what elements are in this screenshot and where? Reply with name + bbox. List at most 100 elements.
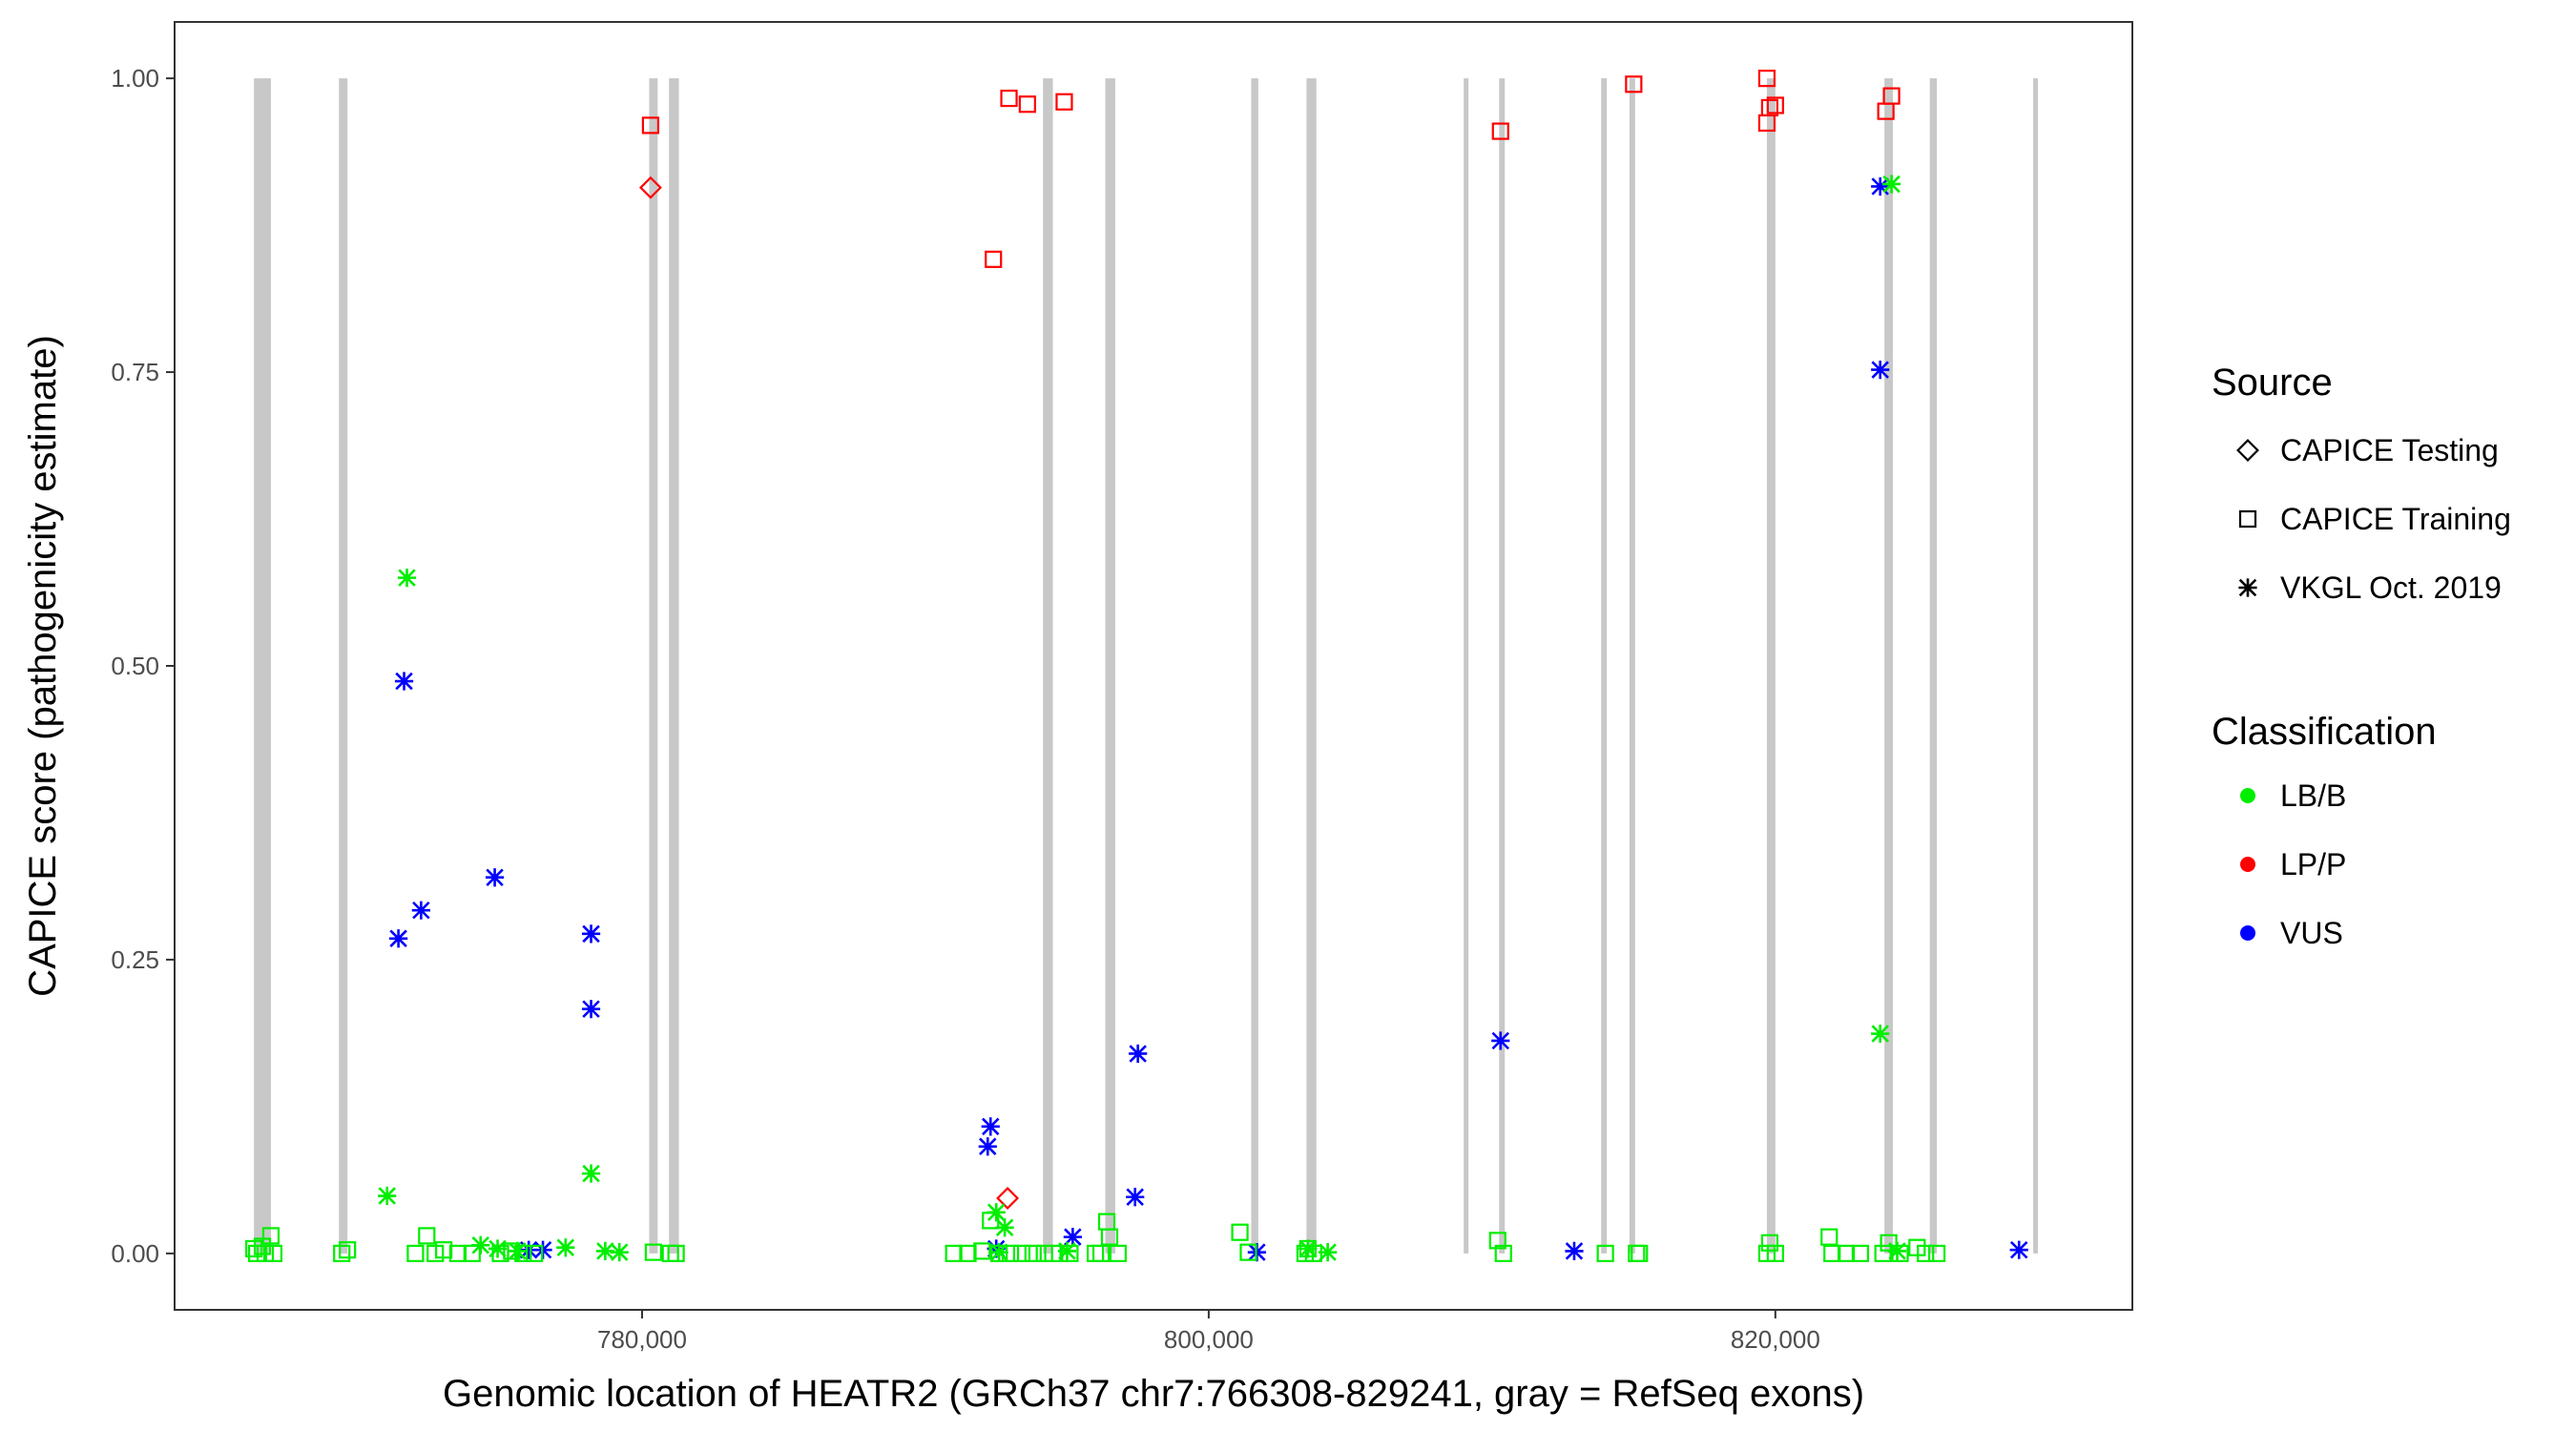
data-point-asterisk <box>981 1117 1000 1136</box>
data-point-square <box>973 1242 991 1260</box>
data-point-asterisk <box>488 1239 508 1258</box>
data-point-square <box>1757 70 1776 88</box>
data-point-square <box>1766 96 1784 114</box>
data-point-square <box>1760 1234 1778 1252</box>
data-point-square <box>463 1244 481 1262</box>
data-point-square <box>1298 1239 1317 1258</box>
data-point-asterisk <box>397 569 417 588</box>
data-point-square <box>1882 87 1901 105</box>
exon-band <box>1105 78 1115 1254</box>
data-point-square <box>1000 89 1018 108</box>
legend-source-label: VKGL Oct. 2019 <box>2280 570 2502 605</box>
y-tick-label: 0.00 <box>111 1239 159 1268</box>
data-point-square <box>418 1227 436 1245</box>
data-points <box>245 70 2028 1262</box>
exon-band <box>254 78 271 1254</box>
data-point-square <box>1874 1244 1892 1262</box>
legend-key-asterisk <box>2238 578 2257 597</box>
data-point-asterisk <box>519 1240 538 1259</box>
data-point-square <box>1491 122 1509 140</box>
data-point-square <box>245 1239 263 1258</box>
data-point-asterisk <box>556 1238 575 1257</box>
data-point-square <box>1018 95 1036 114</box>
data-point-asterisk <box>411 901 430 920</box>
x-axis: 780,000 800,000 820,000 <box>597 1310 1820 1354</box>
exon-band <box>339 78 348 1254</box>
data-point-square <box>1091 1244 1111 1262</box>
exon-band <box>1251 78 1258 1254</box>
data-point-asterisk <box>1063 1228 1082 1247</box>
data-point-asterisk <box>581 924 601 944</box>
legend-key-dot <box>2240 857 2255 872</box>
data-point-square <box>514 1244 532 1262</box>
data-point-asterisk <box>595 1241 614 1261</box>
data-point-asterisk <box>2009 1240 2028 1259</box>
data-point-asterisk <box>1126 1188 1145 1207</box>
data-point-square <box>1927 1244 1946 1262</box>
y-axis: 0.00 0.25 0.50 0.75 1.00 <box>111 64 175 1268</box>
data-point-asterisk <box>1298 1239 1318 1258</box>
legend-classification-label: LP/P <box>2280 847 2346 881</box>
data-point-asterisk <box>1871 176 1890 197</box>
exon-band <box>1499 78 1506 1254</box>
data-point-asterisk <box>394 672 414 691</box>
data-point-square <box>982 1212 1000 1230</box>
x-tick-label: 780,000 <box>597 1325 687 1354</box>
data-point-square <box>1001 1244 1020 1262</box>
legend-source-label: CAPICE Training <box>2280 502 2511 536</box>
data-point-square <box>526 1244 544 1262</box>
data-point-square <box>1820 1228 1839 1246</box>
data-point-asterisk <box>581 1000 601 1019</box>
data-point-square <box>644 1243 662 1261</box>
data-point-square <box>406 1244 425 1262</box>
data-point-asterisk <box>485 868 505 887</box>
exon-band <box>1766 78 1776 1254</box>
data-point-square <box>1024 1244 1042 1262</box>
data-point-asterisk <box>995 1218 1014 1237</box>
y-tick-label: 0.25 <box>111 945 159 974</box>
data-point-diamond <box>996 1187 1020 1210</box>
data-point-square <box>1100 1228 1119 1246</box>
legend-key-dot <box>2240 925 2255 941</box>
exon-band <box>1601 78 1608 1254</box>
data-point-square <box>1766 1244 1784 1262</box>
data-point-asterisk <box>1057 1241 1077 1261</box>
legend-key-dot <box>2240 788 2255 803</box>
exon-bands <box>254 78 2039 1254</box>
data-point-square <box>1044 1244 1062 1262</box>
data-point-square <box>261 1227 280 1245</box>
data-point-square <box>1631 1244 1649 1262</box>
data-point-asterisk <box>989 1243 1008 1262</box>
data-point-asterisk <box>610 1243 629 1262</box>
data-point-square <box>1851 1244 1870 1262</box>
data-point-square <box>1109 1244 1127 1262</box>
x-axis-title: Genomic location of HEATR2 (GRCh37 chr7:… <box>443 1373 1864 1415</box>
plot-background <box>175 22 2132 1310</box>
legend-source-label: CAPICE Testing <box>2280 433 2499 467</box>
legend-source-title: Source <box>2212 362 2333 404</box>
legend-classification-items: LB/B LP/P VUS <box>2240 778 2346 950</box>
legend-key-square <box>2238 509 2257 529</box>
exon-band <box>1884 78 1894 1254</box>
data-point-asterisk <box>581 1164 601 1183</box>
x-tick-label: 820,000 <box>1731 1325 1820 1354</box>
data-point-square <box>1596 1244 1614 1262</box>
data-point-square <box>990 1244 1008 1262</box>
data-point-square <box>448 1244 467 1262</box>
data-point-asterisk <box>1881 175 1901 194</box>
data-point-asterisk <box>1319 1243 1338 1262</box>
data-point-square <box>641 116 659 135</box>
y-axis-title: CAPICE score (pathogenicity estimate) <box>22 335 64 997</box>
data-point-square <box>959 1244 977 1262</box>
data-point-asterisk <box>978 1137 997 1156</box>
exon-band <box>1043 78 1053 1254</box>
data-point-asterisk <box>1871 1024 1890 1044</box>
data-point-square <box>1012 1244 1031 1262</box>
legend-classification-title: Classification <box>2212 711 2437 753</box>
data-point-square <box>339 1241 357 1259</box>
exon-band <box>1929 78 1938 1254</box>
data-point-square <box>1891 1244 1909 1262</box>
data-point-square <box>1917 1244 1935 1262</box>
y-tick-label: 0.75 <box>111 358 159 386</box>
data-point-asterisk <box>378 1186 397 1206</box>
